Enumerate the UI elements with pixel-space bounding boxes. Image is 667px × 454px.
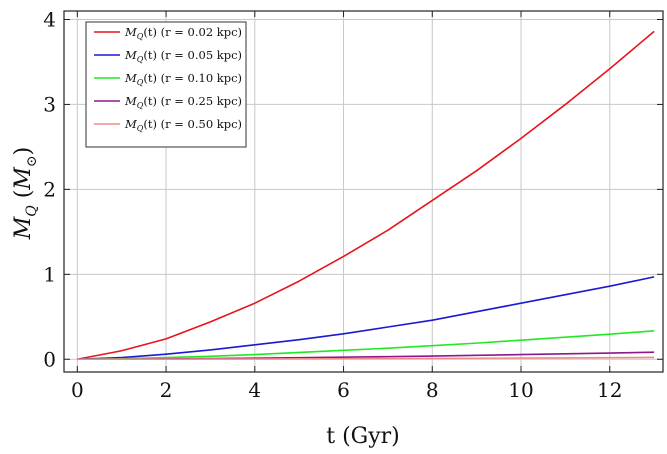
legend-label-3: MQ(t) (r = 0.10 kpc): [124, 71, 242, 87]
x-tick-label: 2: [160, 378, 173, 402]
legend-label-1: MQ(t) (r = 0.02 kpc): [124, 25, 242, 41]
legend-label-5: MQ(t) (r = 0.50 kpc): [124, 117, 242, 133]
legend: MQ(t) (r = 0.02 kpc) MQ(t) (r = 0.05 kpc)…: [85, 21, 247, 148]
y-tick-label: 1: [43, 262, 56, 286]
plot-frame: [63, 10, 664, 373]
series-line-1: [77, 30, 655, 361]
legend-label-4: MQ(t) (r = 0.25 kpc): [124, 94, 242, 110]
x-axis-title: t (Gyr): [326, 424, 400, 449]
x-tick-label: 0: [71, 378, 84, 402]
x-tick-label: 12: [597, 378, 622, 402]
series-line-2: [77, 276, 655, 361]
series-line-5: [77, 356, 655, 361]
series-lines: [77, 30, 655, 361]
x-tick-label: 4: [248, 378, 261, 402]
series-line-3: [77, 330, 655, 361]
y-tick-label: 2: [43, 177, 56, 201]
y-tick-label: 0: [43, 347, 56, 371]
legend-box: [85, 21, 247, 148]
x-tick-label: 6: [337, 378, 350, 402]
y-tick-label: 3: [43, 92, 56, 116]
x-tick-label: 8: [426, 378, 439, 402]
legend-label-2: MQ(t) (r = 0.05 kpc): [124, 48, 242, 64]
x-tick-label: 10: [508, 378, 533, 402]
y-axis-title: MQ (M⊙): [11, 147, 40, 240]
y-tick-label: 4: [43, 7, 56, 31]
